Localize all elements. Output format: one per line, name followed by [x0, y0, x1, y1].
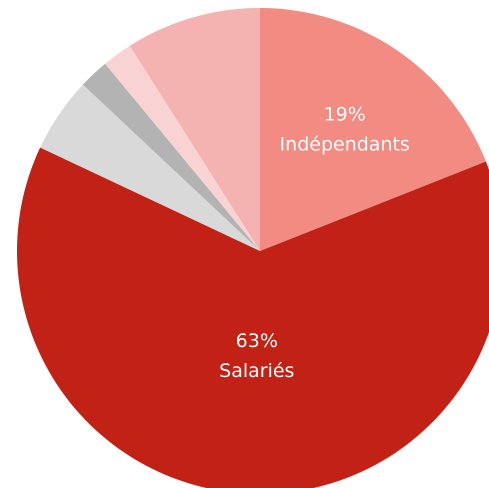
pie-slice-5 [129, 8, 260, 251]
pie-slices [17, 8, 489, 488]
slice-name-label-1: Salariés [219, 360, 294, 382]
slice-name-label-0: Indépendants [280, 133, 410, 155]
slice-value-label-0: 19% [324, 103, 366, 125]
pie-slice-0 [260, 8, 486, 251]
pie-slice-2 [40, 84, 260, 251]
pie-slice-3 [82, 63, 260, 251]
pie-slice-1 [17, 147, 489, 488]
pie-slice-4 [105, 45, 260, 251]
slice-value-label-1: 63% [236, 330, 278, 352]
pie-labels: 19% Indépendants 63% Salariés [219, 103, 410, 382]
